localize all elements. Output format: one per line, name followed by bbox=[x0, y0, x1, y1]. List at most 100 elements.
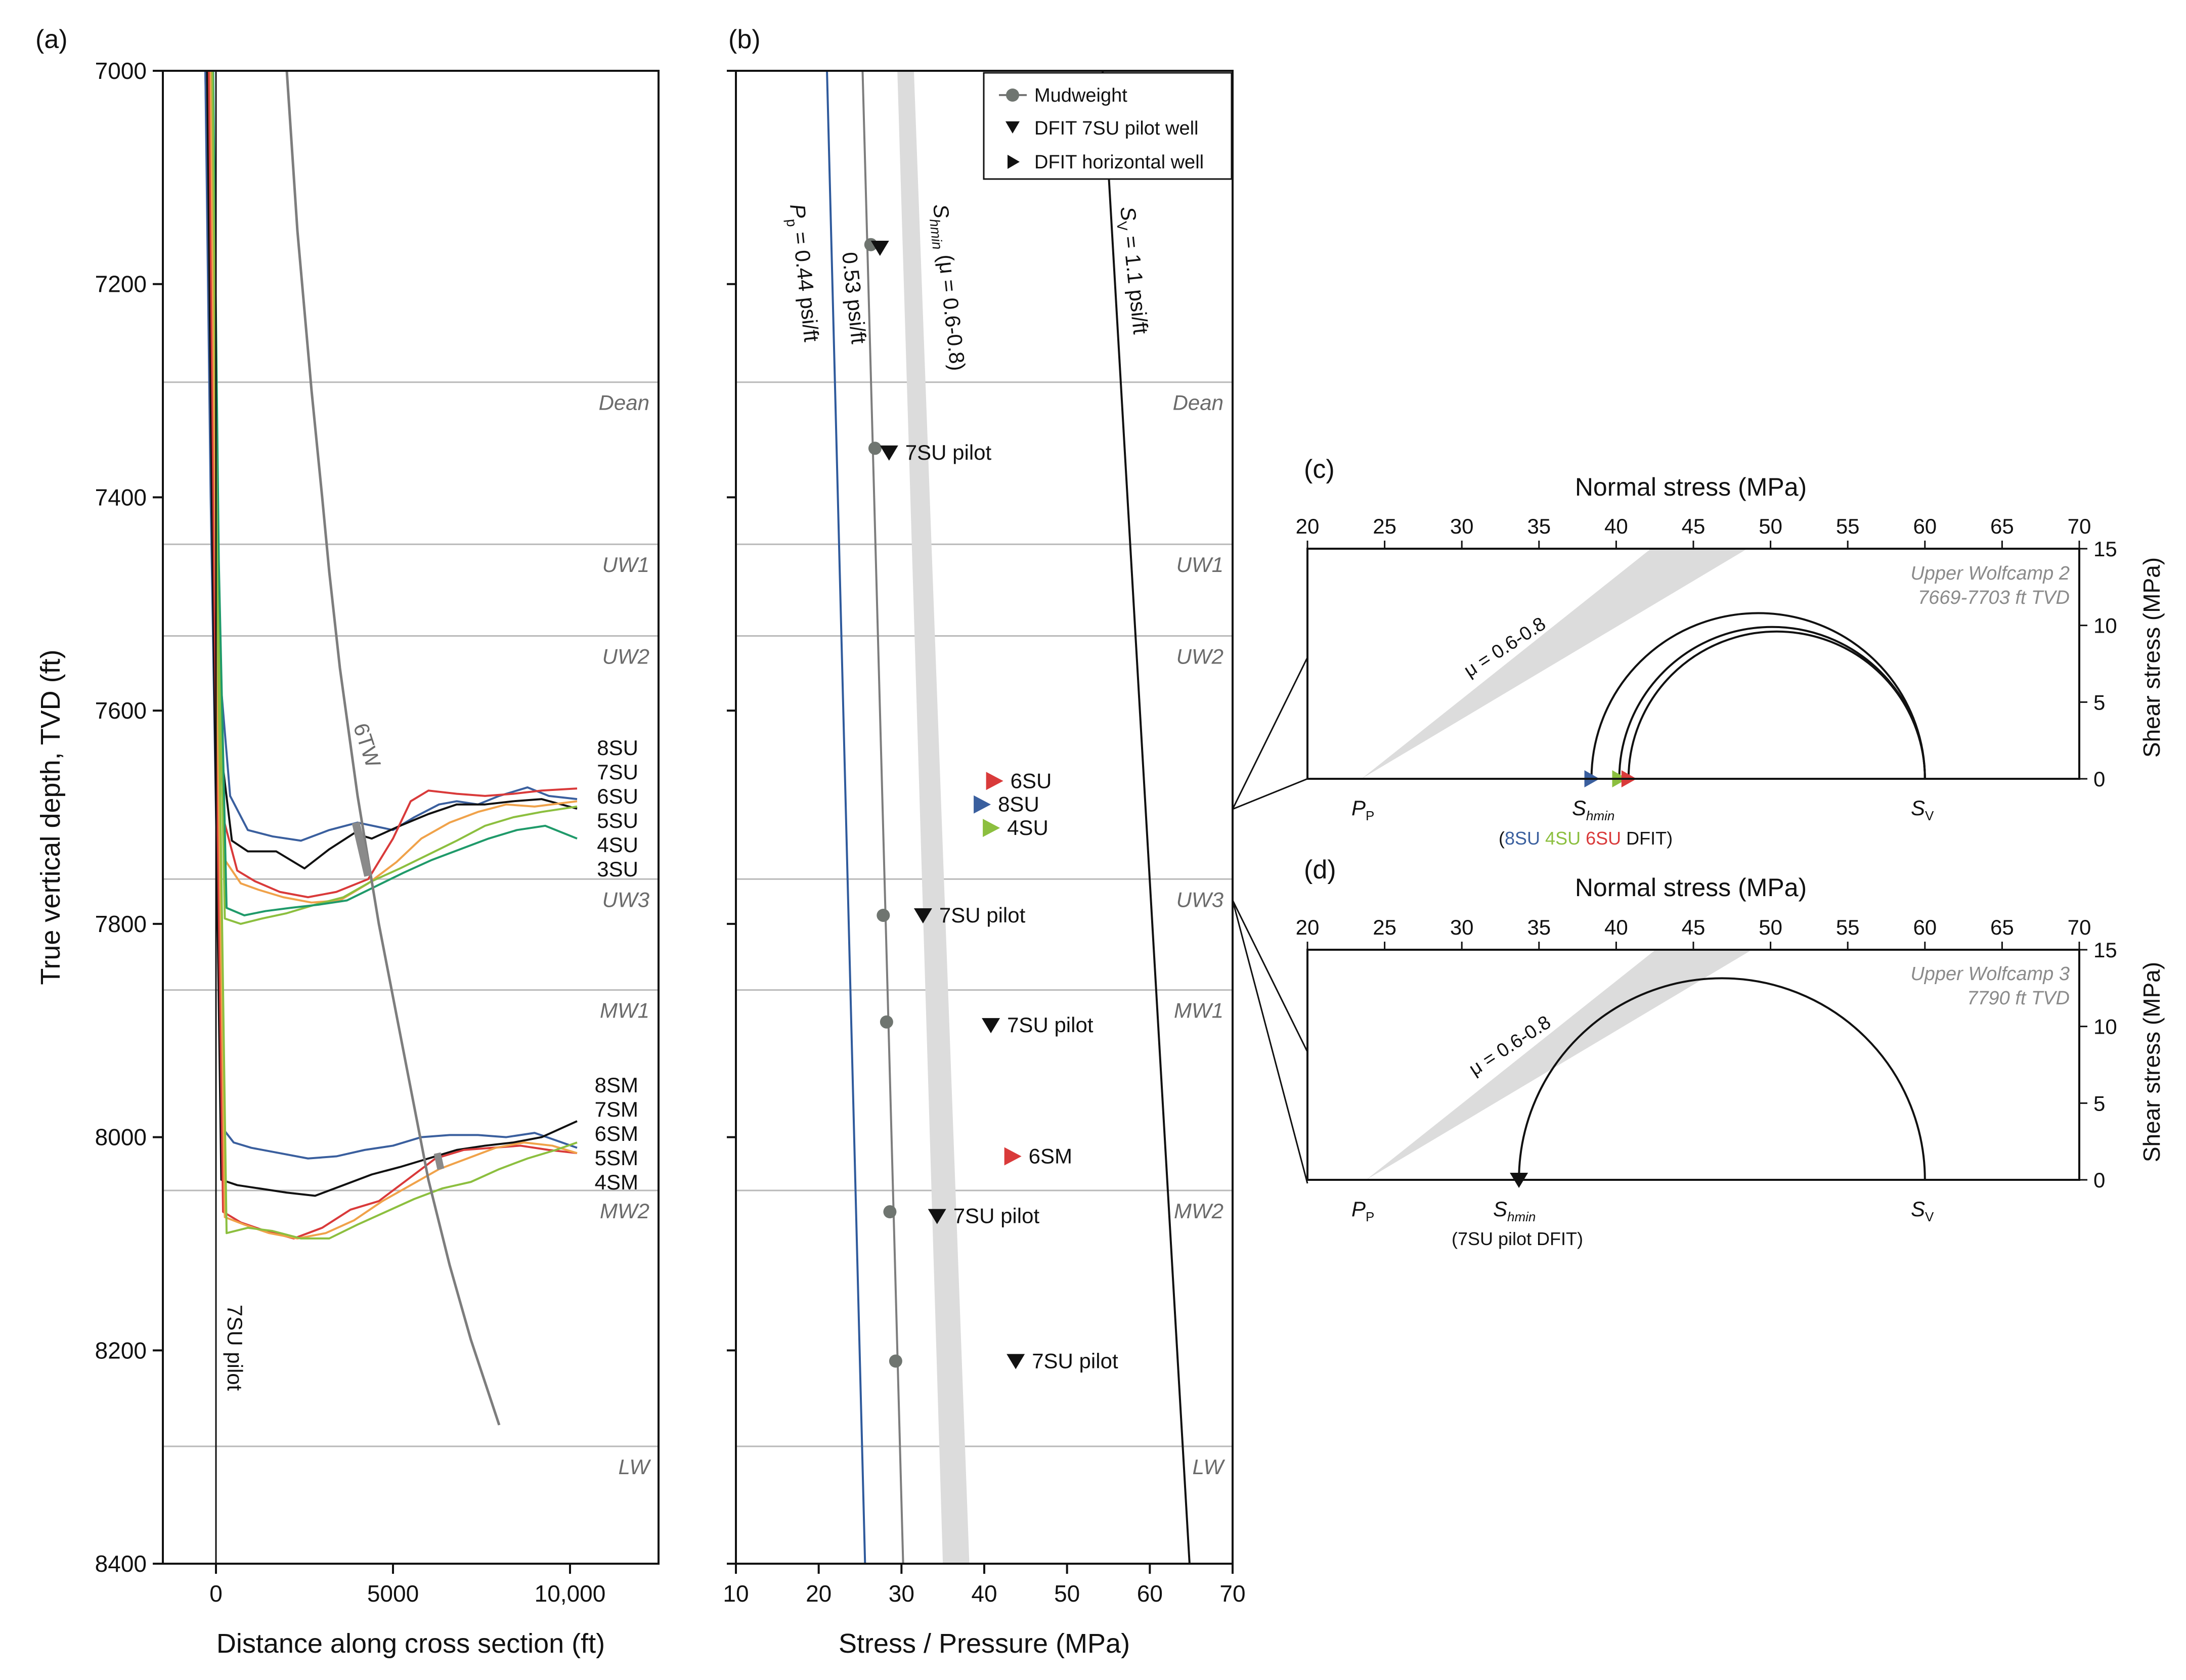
sm-label-7sm: 7SM bbox=[595, 1097, 638, 1121]
y-tick-label-d-15: 15 bbox=[2093, 938, 2117, 962]
series-line-7su bbox=[206, 70, 578, 870]
x-tick-label-c-35: 35 bbox=[1527, 514, 1551, 538]
y-axis-title-a: True vertical depth, TVD (ft) bbox=[35, 649, 66, 985]
x-tick-label-d-20: 20 bbox=[1296, 915, 1320, 939]
y-tick-label-d-0: 0 bbox=[2093, 1168, 2105, 1192]
series-line-3su bbox=[212, 70, 578, 916]
y-tick-label-c-0: 0 bbox=[2093, 767, 2105, 791]
mohr-circle-7su-pilot bbox=[1518, 977, 1926, 1180]
su-label-8su: 8SU bbox=[597, 736, 638, 760]
panel-c-label: (c) bbox=[1304, 455, 1335, 484]
x-tick-label-d-30: 30 bbox=[1450, 915, 1474, 939]
sv-line-label: SV = 1.1 psi/ft bbox=[1112, 205, 1153, 336]
dfit-horizontal-marker-8su bbox=[974, 795, 991, 814]
mohr-circle-8su bbox=[1590, 612, 1926, 779]
formation-lines-a: Dean UW1 UW2 UW3 MW1 MW2 LW bbox=[163, 381, 659, 1479]
y-tick-label-a-7000: 7000 bbox=[95, 58, 147, 84]
mudweight-point-1 bbox=[868, 441, 882, 455]
formation-label-a-mw1: MW1 bbox=[600, 999, 649, 1023]
formation-label-a-uw2: UW2 bbox=[602, 645, 649, 669]
formation-label-b-mw2: MW2 bbox=[1174, 1199, 1223, 1223]
su-label-3su: 3SU bbox=[597, 857, 638, 881]
formation-label-b-dean: Dean bbox=[1173, 391, 1223, 415]
series-line-5su bbox=[209, 70, 578, 904]
crossing-mark-su bbox=[352, 821, 372, 877]
formation-label-b-lw: LW bbox=[1193, 1455, 1226, 1479]
legend-mudweight-label: Mudweight bbox=[1034, 85, 1127, 106]
x-axis-title-b: Stress / Pressure (MPa) bbox=[839, 1628, 1130, 1659]
legend-dfit-horizontal-label: DFIT horizontal well bbox=[1034, 152, 1204, 173]
x-tick-label-c-65: 65 bbox=[1990, 514, 2014, 538]
x-tick-label-a-10000: 10,000 bbox=[535, 1580, 606, 1607]
x-tick-label-c-30: 30 bbox=[1450, 514, 1474, 538]
mudweight-point-5 bbox=[889, 1354, 902, 1368]
dfit-horizontal-marker-4su bbox=[983, 819, 1000, 837]
mohr-circle-6su bbox=[1629, 632, 1925, 779]
connector-c-bottom bbox=[1232, 778, 1308, 810]
x-tick-label-c-55: 55 bbox=[1836, 514, 1860, 538]
x-tick-label-c-70: 70 bbox=[2068, 514, 2091, 538]
dfit-pilot-marker-0 bbox=[870, 241, 889, 256]
line-sv bbox=[1102, 70, 1191, 1564]
series-line-6tw bbox=[285, 70, 501, 1426]
panel-d: (d) Normal stress (MPa) 20 25 30 35 40 45 50 55… bbox=[1296, 855, 2165, 1249]
x-tick-label-b-30: 30 bbox=[889, 1580, 914, 1607]
legend-mudweight-marker bbox=[1006, 89, 1019, 102]
sm-label-5sm: 5SM bbox=[595, 1146, 638, 1170]
sv-label-c: SV bbox=[1911, 796, 1934, 823]
series-line-4su bbox=[211, 70, 578, 925]
y-ticks-b bbox=[727, 70, 736, 1565]
sv-label-d: SV bbox=[1911, 1197, 1934, 1224]
panel-a-label: (a) bbox=[35, 25, 68, 54]
x-tick-label-b-40: 40 bbox=[971, 1580, 997, 1607]
dfit-pilot-label-5: 7SU pilot bbox=[1032, 1349, 1118, 1373]
y-ticks-a: 7000 7200 7400 7600 7800 8000 8200 8400 bbox=[95, 58, 163, 1577]
formation-label-b-uw1: UW1 bbox=[1176, 553, 1223, 577]
x-tick-label-c-45: 45 bbox=[1682, 514, 1706, 538]
dfit-pilot-label-4: 7SU pilot bbox=[953, 1204, 1040, 1228]
y-tick-label-a-7400: 7400 bbox=[95, 484, 147, 510]
formation-lines-b: Dean UW1 UW2 UW3 MW1 MW2 LW bbox=[736, 381, 1233, 1479]
friction-wedge-d bbox=[1366, 950, 1752, 1180]
series-line-5sm bbox=[209, 70, 578, 1240]
x-tick-label-b-70: 70 bbox=[1219, 1580, 1245, 1607]
mudweight-point-4 bbox=[883, 1205, 897, 1219]
x-tick-label-b-10: 10 bbox=[723, 1580, 749, 1607]
connector-d-top bbox=[1232, 900, 1308, 1052]
x-tick-label-c-50: 50 bbox=[1759, 514, 1782, 538]
x-tick-label-b-50: 50 bbox=[1054, 1580, 1080, 1607]
su-label-4su: 4SU bbox=[597, 833, 638, 857]
series-b bbox=[826, 70, 1191, 1564]
dfit-horizontal-marker-6su bbox=[986, 772, 1003, 790]
y-tick-label-a-8200: 8200 bbox=[95, 1337, 147, 1363]
dfit-note-c: (8SU 4SU 6SU DFIT) bbox=[1499, 828, 1673, 849]
legend-dfit-horizontal-marker bbox=[1008, 155, 1020, 169]
y-tick-label-c-10: 10 bbox=[2093, 614, 2117, 638]
dfit-horizontal-label-8su: 8SU bbox=[998, 792, 1039, 816]
x-tick-label-a-0: 0 bbox=[209, 1580, 223, 1607]
x-tick-label-d-65: 65 bbox=[1990, 915, 2014, 939]
series-line-6su bbox=[208, 70, 578, 899]
dfit-pilot-marker-4 bbox=[928, 1209, 946, 1224]
panel-d-label: (d) bbox=[1304, 855, 1336, 885]
y-tick-label-a-8000: 8000 bbox=[95, 1124, 147, 1151]
x-tick-label-c-60: 60 bbox=[1913, 514, 1937, 538]
x-tick-label-d-50: 50 bbox=[1759, 915, 1782, 939]
shmin-label-c: Shmin bbox=[1572, 796, 1614, 823]
legend-dfit-pilot-label: DFIT 7SU pilot well bbox=[1034, 118, 1199, 139]
mohr-title-d-2: 7790 ft TVD bbox=[1967, 988, 2070, 1009]
y-tick-label-d-5: 5 bbox=[2093, 1091, 2105, 1115]
mohr-title-c-2: 7669-7703 ft TVD bbox=[1918, 587, 2070, 608]
shmin-label-d: Shmin bbox=[1493, 1197, 1536, 1224]
legend-dfit-pilot-marker bbox=[1005, 121, 1020, 134]
x-tick-label-d-60: 60 bbox=[1913, 915, 1937, 939]
formation-label-a-lw: LW bbox=[619, 1455, 651, 1479]
formation-label-b-uw3: UW3 bbox=[1176, 888, 1223, 911]
line-pp bbox=[826, 70, 866, 1564]
mohr-content-d bbox=[1366, 950, 1926, 1188]
dfit-horizontal-label-4su: 4SU bbox=[1007, 816, 1048, 839]
x-tick-label-c-20: 20 bbox=[1296, 514, 1320, 538]
series-line-8su bbox=[204, 70, 578, 842]
